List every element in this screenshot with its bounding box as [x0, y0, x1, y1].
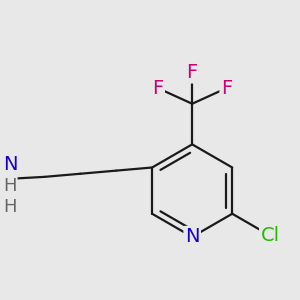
Text: N: N — [3, 155, 17, 174]
Text: H: H — [3, 198, 17, 216]
Text: F: F — [221, 79, 232, 98]
Text: F: F — [152, 79, 164, 98]
Text: Cl: Cl — [261, 226, 280, 245]
Text: N: N — [185, 227, 200, 246]
Text: F: F — [187, 63, 198, 82]
Text: H: H — [3, 177, 17, 195]
